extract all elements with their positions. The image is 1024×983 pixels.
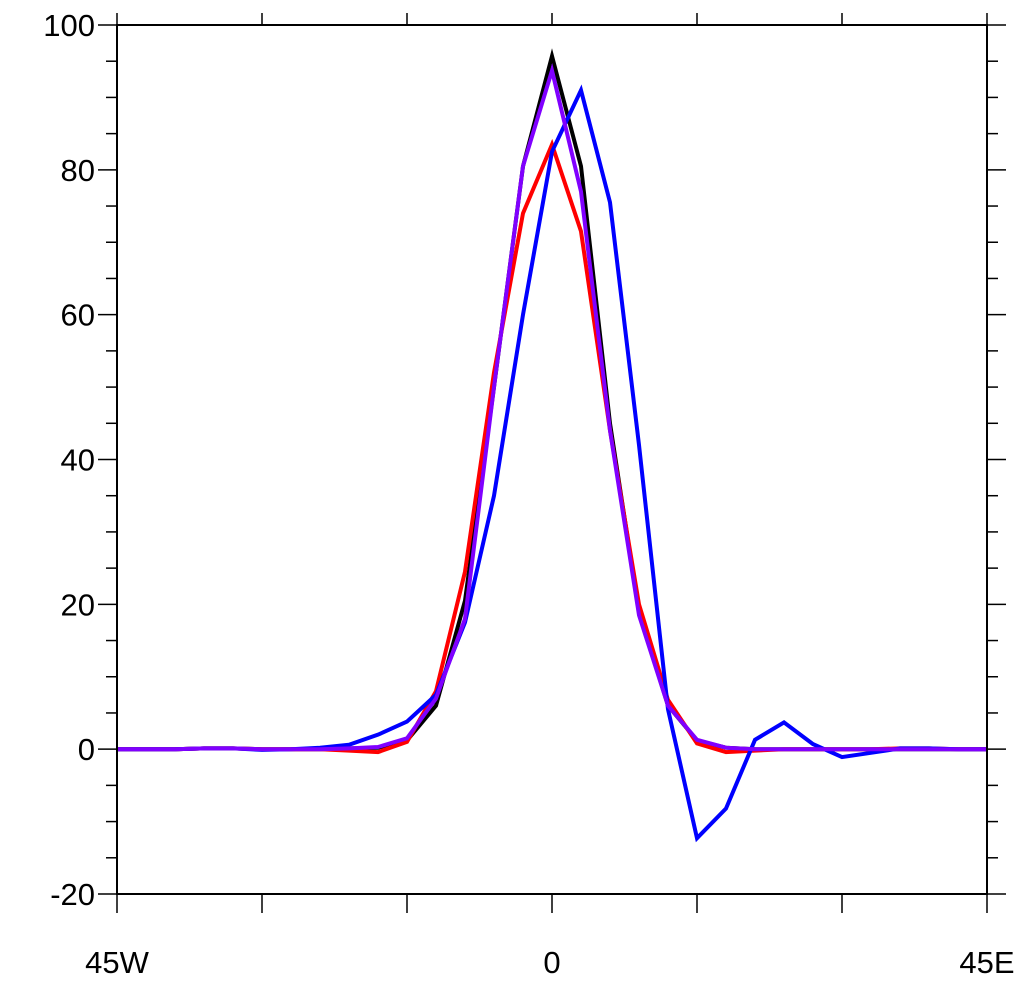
tick-labels: 100 80 60 40 20 0 -20 45W 0 45E: [43, 8, 1014, 980]
x-tick-label: 45W: [85, 945, 149, 980]
x-tick-label: 0: [543, 945, 560, 980]
axis-ticks: [98, 13, 1006, 913]
y-tick-label: 0: [78, 732, 95, 767]
series-line-2: [117, 138, 987, 755]
y-tick-label: 20: [61, 587, 95, 622]
series-lines: [117, 48, 987, 843]
y-tick-label: 40: [61, 443, 95, 478]
y-tick-label: 100: [43, 8, 95, 43]
x-tick-label: 45E: [959, 945, 1014, 980]
plot-frame: [116, 24, 988, 895]
y-tick-label: 60: [61, 298, 95, 333]
series-line-3: [117, 84, 987, 843]
series-line-4: [117, 62, 987, 752]
y-tick-label: 80: [61, 153, 95, 188]
y-tick-label: -20: [50, 877, 95, 912]
